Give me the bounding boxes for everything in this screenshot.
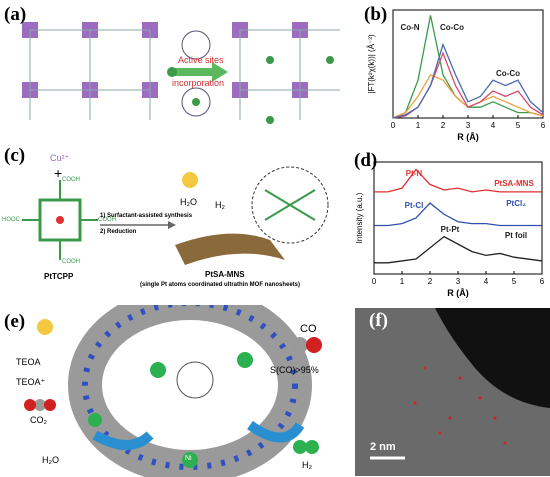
text: COOH [62,177,80,183]
x-tick-label: 3 [456,277,461,286]
text: 1) Surfactant-assisted synthesis [100,213,193,219]
caption: Active sites [178,55,224,65]
panel-f: (f) 2 nm [355,308,550,476]
panel-label: (d) [354,150,378,171]
x-axis-label: R (Å) [447,288,469,298]
text: COOH [98,217,116,223]
caption: incorporation [172,78,225,88]
illustration [24,286,322,477]
series-line [374,168,542,193]
illustration [22,22,340,124]
text: HOOC [2,217,20,223]
text: H₂O [180,197,197,207]
series-line [374,235,543,264]
text: COOH [62,259,80,265]
x-tick-label: 0 [391,121,396,130]
chart: 0 1 2 3 4 5 6 R (Å) Intensity (a.u.) Pt-N PtSA-MNS… [355,161,545,298]
panel-label: (a) [4,4,27,25]
text: S(CO)>95% [270,365,319,375]
text: + [54,165,63,181]
text: H₂O [42,455,59,465]
x-tick-label: 1 [416,121,421,130]
annotation: Co-Co [440,23,464,32]
annotation: Pt-Cl [405,201,424,210]
x-tick-label: 5 [512,277,517,286]
panel-label: (b) [364,4,388,25]
text: H₂ [302,460,312,470]
x-tick-label: 2 [441,121,446,130]
series-line [392,73,544,119]
series-line [392,42,544,119]
x-tick-label: 0 [372,277,377,286]
text: Cu²⁺ [50,153,70,163]
panel-label: (f) [369,310,388,331]
panel-c: (c) Cu²⁺ + COOH COOH HOOC COOH PtTCPP 1)… [0,145,350,303]
series-line [374,202,542,227]
text: PtSA-MNS [205,270,245,279]
x-tick-label: 4 [484,277,489,286]
text: PtTCPP [44,272,74,281]
text: CO [300,323,317,335]
panel-b: 0 1 2 3 4 5 6 R (Å) |FT(k²χ(k))| (Å⁻³) Co-N Co-Co C… [360,0,550,145]
x-tick-label: 1 [400,277,405,286]
annotation: Pt-Pt [441,225,460,234]
x-tick-label: 6 [540,277,545,286]
y-axis-label: |FT(k²χ(k))| (Å⁻³) [367,34,376,94]
micrograph [370,308,550,460]
annotation: Pt foil [505,231,527,240]
scale-label: 2 nm [370,441,396,453]
annotation: PtCl₂ [506,199,526,208]
panel-a: (a) Active sites incorporation [0,0,355,140]
x-tick-label: 6 [541,121,546,130]
annotation: PtSA-MNS [494,179,534,188]
text: CO₂ [30,415,47,425]
panel-d: 0 1 2 3 4 5 6 R (Å) Intensity (a.u.) Pt-N PtSA-MNS… [352,150,550,302]
annotation: Co-N [400,23,419,32]
text: (single Pt atoms coordinated ultrathin M… [140,282,301,288]
y-axis-label: Intensity (a.u.) [355,192,364,243]
panel-label: (c) [4,145,26,166]
x-axis-label: R (Å) [457,132,479,142]
x-tick-label: 2 [428,277,433,286]
text: TEOA [16,357,41,367]
text: TEOA⁺ [16,377,46,387]
panel-e: (e) TEOA TEOA⁺ CO₂ H₂O CO S(CO)>95% H₂ N… [0,286,350,477]
x-tick-label: 4 [491,121,496,130]
text: H₂ [215,200,225,210]
annotation: Pt-N [406,169,423,178]
annotation: Co-Co [496,69,520,78]
x-tick-label: 3 [466,121,471,130]
x-tick-label: 5 [516,121,521,130]
text: 2) Reduction [100,229,137,235]
illustration [22,166,329,265]
chart: 0 1 2 3 4 5 6 R (Å) |FT(k²χ(k))| (Å⁻³) Co-N Co-Co C… [367,9,546,142]
panel-label: (e) [4,311,26,332]
text: Ni [185,455,192,462]
